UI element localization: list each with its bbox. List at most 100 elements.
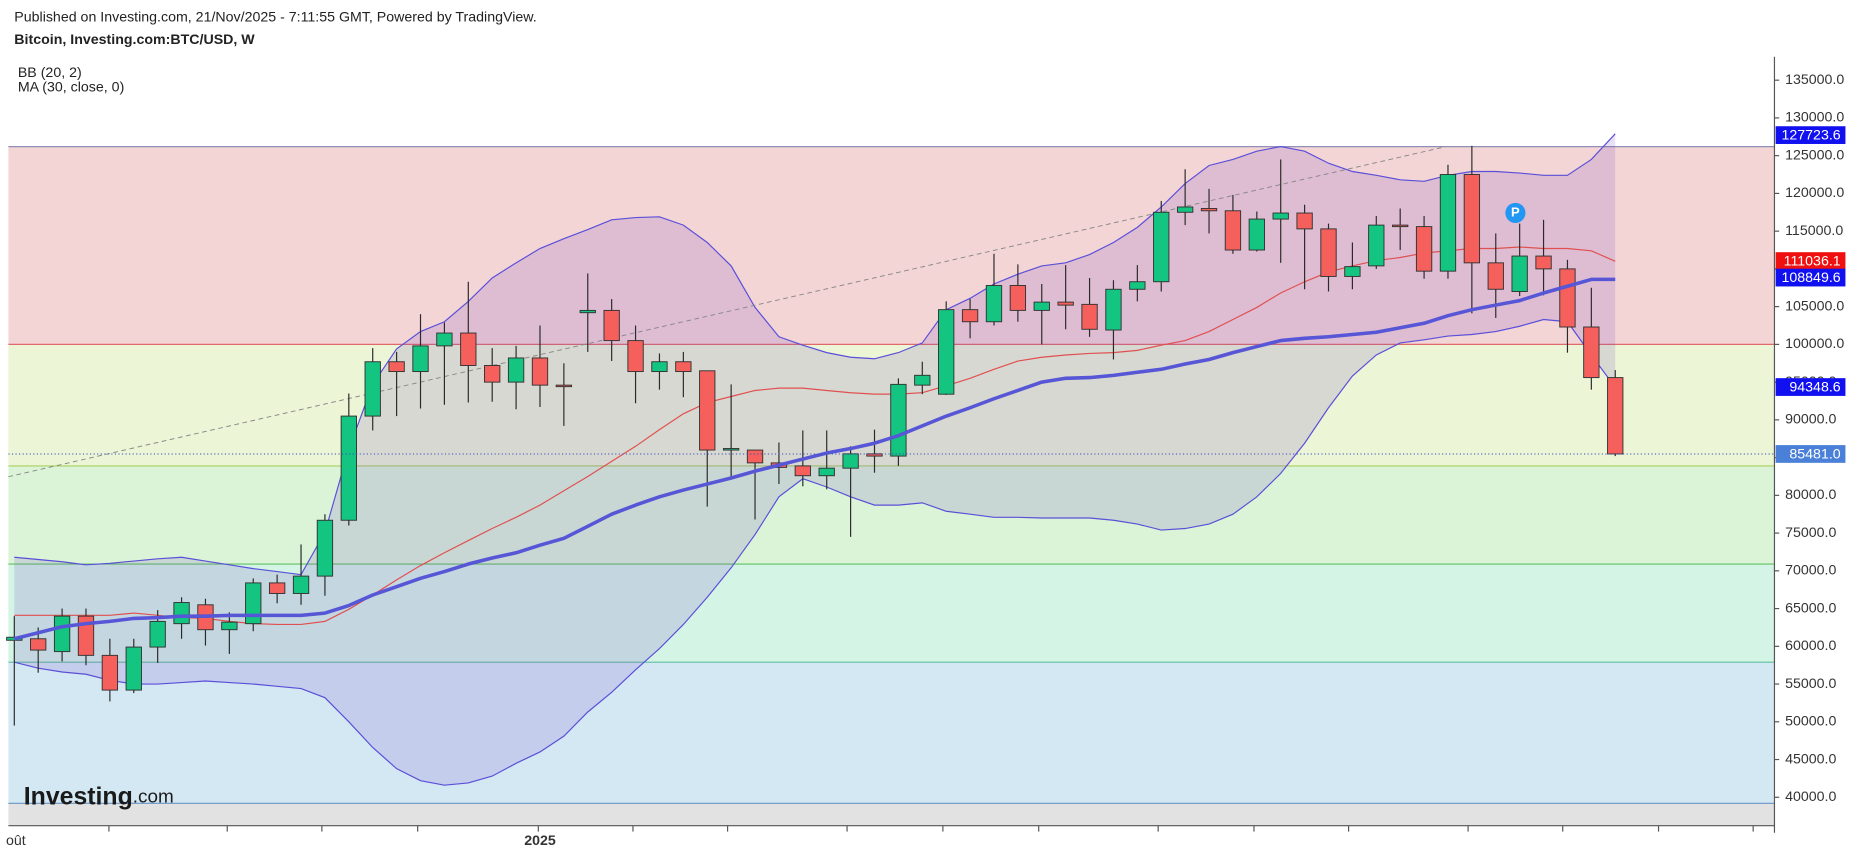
indicator-line <box>14 318 1616 786</box>
candle-body <box>412 345 429 373</box>
price-label: 94348.6 <box>1789 379 1840 395</box>
marker[interactable] <box>1505 202 1526 223</box>
candle-body <box>818 467 835 477</box>
price-label-bg <box>1775 268 1846 287</box>
candle-body <box>1415 226 1433 272</box>
candle-body <box>938 309 955 395</box>
candle-body <box>1105 288 1122 331</box>
indicator-line <box>14 133 1616 576</box>
header-bg <box>0 0 1855 55</box>
price-label-bg <box>1775 445 1846 463</box>
bb-fill <box>14 133 1616 786</box>
candle-body <box>579 309 596 314</box>
y-tick-label: 70000.0 <box>1785 563 1836 579</box>
price-label-bg <box>1775 252 1846 270</box>
candle-body <box>746 449 764 464</box>
price-label: 85481.0 <box>1789 446 1840 462</box>
candle-body <box>340 415 357 521</box>
candle-body <box>1511 255 1528 293</box>
y-tick-label: 90000.0 <box>1785 412 1836 428</box>
candle-body <box>1129 281 1146 290</box>
indicator-label: MA (30, close, 0) <box>18 79 124 95</box>
candle-body <box>77 615 95 656</box>
candle-body <box>292 575 310 594</box>
candle-body <box>1224 210 1242 251</box>
candle-body <box>101 654 119 691</box>
price-label-bg <box>1775 126 1846 144</box>
candle-body <box>316 519 334 577</box>
candle-body <box>1009 285 1027 311</box>
price-label: 108849.6 <box>1782 270 1841 286</box>
x-tick-label: oût <box>6 833 26 849</box>
indicator-label: BB (20, 2) <box>18 65 82 81</box>
chart-title: Bitcoin, Investing.com:BTC/USD, W <box>14 32 255 48</box>
y-tick-label: 75000.0 <box>1785 525 1836 541</box>
price-label-bg <box>1775 378 1846 396</box>
y-tick-label: 115000.0 <box>1785 223 1843 239</box>
candle-body <box>268 582 286 594</box>
candle-body <box>436 332 453 347</box>
candle-body <box>890 383 907 457</box>
level-band <box>8 803 1775 826</box>
candle-body <box>1535 255 1552 270</box>
candle-body <box>1296 212 1313 230</box>
candle-body <box>507 357 525 383</box>
y-tick-label: 105000.0 <box>1785 298 1844 314</box>
candle-body <box>651 361 668 373</box>
trend-line <box>8 146 1446 478</box>
candle-body <box>1583 326 1600 379</box>
moving-average <box>8 277 1775 641</box>
candle-body <box>484 365 501 383</box>
ma-line <box>13 277 1616 641</box>
logo-suffix: .com <box>133 786 174 807</box>
y-tick-label: 65000.0 <box>1785 600 1836 616</box>
candle-body <box>221 621 238 631</box>
y-tick-label: 40000.0 <box>1785 789 1836 805</box>
candle-body <box>1153 211 1170 283</box>
candles <box>6 145 1624 726</box>
candle-body <box>842 453 859 469</box>
published: Published on Investing.com, 21/Nov/2025 … <box>14 9 536 25</box>
price-label: 111036.1 <box>1784 253 1841 269</box>
xaxis-bg <box>0 825 1775 855</box>
y-tick-label: 80000.0 <box>1785 487 1836 503</box>
candle-body <box>699 370 716 451</box>
level-band <box>8 662 1775 804</box>
candle-body <box>1200 208 1218 212</box>
candle-body <box>914 374 931 386</box>
candle-body <box>627 340 644 373</box>
y-tick-label: 50000.0 <box>1785 714 1836 730</box>
candle-body <box>388 361 405 373</box>
candle-body <box>722 448 740 451</box>
candle-body <box>1559 268 1576 328</box>
level-band <box>8 146 1775 345</box>
candle-body <box>603 309 620 342</box>
y-tick-label: 135000.0 <box>1785 72 1844 88</box>
candle-body <box>149 620 166 648</box>
candle-body <box>1344 266 1361 277</box>
level-band <box>8 465 1775 565</box>
candle-body <box>1439 174 1457 272</box>
y-tick-label: 100000.0 <box>1785 336 1844 352</box>
candle-body <box>53 615 71 653</box>
candle-body <box>1368 224 1385 267</box>
candle-body <box>961 309 979 323</box>
candle-body <box>531 357 549 386</box>
y-tick-label: 55000.0 <box>1785 676 1836 692</box>
candle-body <box>1607 377 1624 455</box>
candle-body <box>30 638 47 651</box>
candle-body <box>1176 206 1194 213</box>
candle-body <box>555 384 573 388</box>
price-label: 127723.6 <box>1782 127 1841 143</box>
candle-body <box>675 361 692 373</box>
candle-body <box>1248 218 1265 251</box>
logo: Investing.com <box>24 783 174 810</box>
candle-body <box>1463 174 1481 264</box>
candle-body <box>1057 301 1074 306</box>
fib-bands <box>8 56 1775 826</box>
candle-body <box>1487 262 1504 290</box>
logo-name: Investing <box>24 783 133 810</box>
candle-body <box>1320 228 1337 277</box>
candle-body <box>1081 303 1098 330</box>
